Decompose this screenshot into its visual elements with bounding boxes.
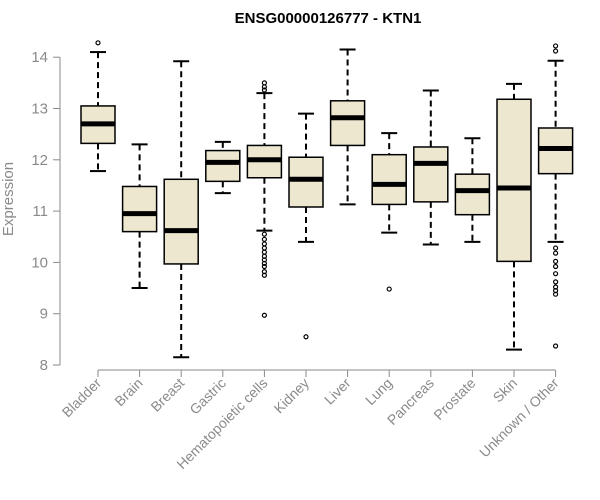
y-tick-label: 14	[31, 49, 48, 66]
x-tick-label: Skin	[490, 375, 521, 406]
outlier-point	[303, 334, 309, 340]
x-tick-label: Kidney	[271, 375, 313, 417]
outlier-point	[95, 40, 101, 46]
y-tick-label: 13	[31, 101, 48, 118]
y-tick-label: 9	[40, 306, 48, 323]
box-skin	[496, 82, 532, 351]
outlier-point	[552, 279, 559, 285]
y-axis: 8 9 10 11 12 13 14	[31, 49, 61, 374]
y-tick-label: 10	[31, 254, 48, 271]
x-tick-label: Breast	[147, 375, 187, 415]
y-axis-label: Expression	[0, 162, 17, 236]
y-tick-label: 8	[40, 357, 48, 374]
box-prostate	[454, 137, 491, 243]
iqr-box	[329, 100, 366, 147]
outlier-point	[386, 286, 392, 292]
x-tick-label: Prostate	[430, 375, 478, 423]
box-bladder	[80, 40, 116, 173]
chart-title: ENSG00000126777 - KTN1	[235, 10, 422, 27]
outlier-point	[552, 258, 559, 264]
iqr-box	[205, 149, 241, 183]
box-unknown-other	[537, 43, 574, 349]
x-tick-label: Unknown / Other	[476, 375, 562, 461]
box-gastric	[205, 140, 241, 195]
outlier-point	[261, 263, 267, 270]
box-liver	[329, 48, 366, 206]
x-tick-label: Bladder	[59, 375, 105, 421]
y-tick-label: 11	[32, 203, 48, 220]
iqr-box	[413, 146, 449, 203]
outlier-point	[552, 48, 559, 54]
y-tick-label: 12	[31, 152, 48, 169]
outlier-point	[261, 84, 267, 90]
box-kidney	[288, 112, 324, 340]
outlier-point	[552, 245, 559, 251]
box-lung	[371, 132, 407, 292]
outlier-point	[261, 260, 267, 267]
box-pancreas	[413, 89, 449, 246]
x-tick-label: Lung	[362, 375, 395, 408]
outlier-point	[552, 291, 559, 297]
box-hematopoietic-cells	[246, 80, 283, 318]
outlier-point	[261, 87, 267, 93]
outlier-point	[261, 241, 267, 247]
iqr-box	[121, 185, 158, 233]
outlier-point	[261, 272, 267, 278]
iqr-box	[288, 156, 324, 208]
outlier-point	[261, 231, 267, 237]
outlier-point	[261, 80, 267, 86]
iqr-box	[163, 178, 199, 265]
outlier-point	[261, 249, 267, 255]
outlier-point	[552, 271, 559, 277]
outlier-point	[552, 263, 559, 270]
iqr-box	[371, 153, 407, 206]
x-tick-label: Liver	[321, 375, 354, 408]
box-brain	[121, 143, 158, 290]
outlier-point	[261, 312, 267, 318]
outlier-point	[261, 236, 267, 242]
iqr-box	[454, 173, 491, 216]
outlier-point	[552, 343, 559, 349]
x-tick-label: Brain	[111, 375, 145, 409]
box-breast	[163, 60, 199, 359]
outlier-point	[552, 43, 559, 49]
boxes-group	[80, 40, 574, 359]
outlier-point	[552, 250, 559, 256]
iqr-box	[496, 98, 532, 263]
outlier-point	[261, 245, 267, 251]
